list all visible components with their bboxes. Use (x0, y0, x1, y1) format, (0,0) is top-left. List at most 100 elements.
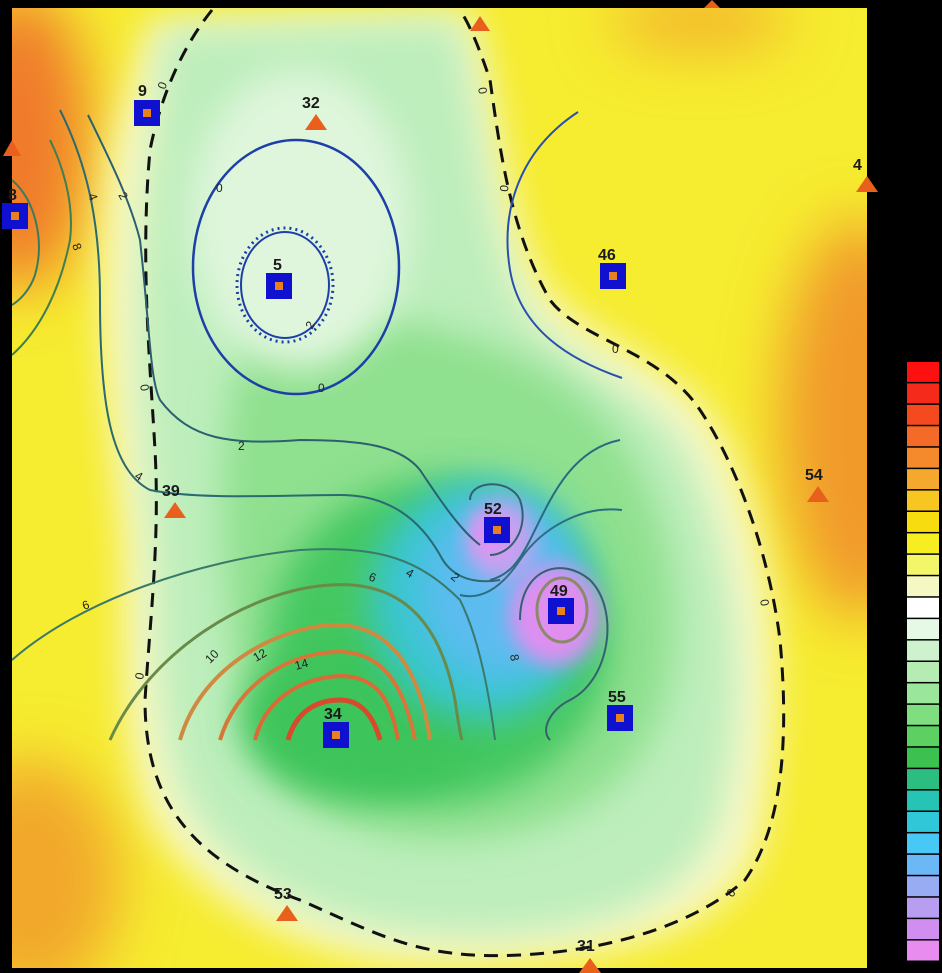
contour-labels: 0 0 0 0 0 0 0 0 0 0 2 2 2 2 4 4 4 6 6 8 … (69, 80, 772, 900)
zero-contour-main (143, 9, 786, 958)
colorbar-swatch (907, 876, 939, 897)
contour-6-left (12, 548, 496, 741)
contour-12 (218, 649, 417, 741)
well-triangle[interactable]: 54 (805, 467, 829, 502)
contour-pink-49 (535, 576, 589, 644)
well-label: 54 (805, 467, 823, 484)
colorbar-swatch (907, 683, 939, 704)
well-label: 52 (484, 501, 502, 518)
well-label: 9 (138, 83, 147, 100)
contour-label: 0 (497, 184, 512, 192)
well-square[interactable]: 55 (607, 689, 633, 731)
contour-0-ring (191, 138, 401, 396)
contour-label: 0 (132, 671, 147, 680)
colorbar-swatch (907, 426, 939, 447)
well-label: 55 (608, 689, 626, 706)
colorbar-swatch (907, 512, 939, 532)
well-label: 31 (577, 938, 595, 955)
colorbar-swatch (907, 533, 939, 554)
contour-10 (178, 622, 432, 741)
contour-label: 12 (251, 646, 270, 665)
colorbar-swatch (907, 576, 939, 597)
contour-label: 0 (318, 381, 325, 395)
square-wells: 9 8 5 46 52 49 55 34 (2, 83, 633, 748)
well-square[interactable]: 34 (323, 706, 349, 748)
well-triangle[interactable]: 32 (302, 95, 327, 130)
contour-16 (285, 697, 383, 741)
contour-label: 6 (367, 570, 378, 586)
contour-label: 0 (612, 342, 619, 356)
well-label: 53 (274, 886, 292, 903)
contour-label: 8 (507, 653, 522, 662)
contour-label: 0 (757, 598, 772, 607)
contour-label: 4 (85, 191, 101, 202)
colorbar-swatch (907, 833, 939, 854)
contour-label: 2 (238, 439, 245, 453)
well-triangle[interactable]: 53 (274, 886, 298, 921)
well-label: 5 (273, 257, 282, 274)
colorbar-swatch (907, 897, 939, 918)
colorbar-swatch (907, 662, 939, 682)
contour-8-lower (108, 583, 464, 741)
contour-right-2 (489, 439, 621, 581)
colorbar-swatch (907, 447, 939, 468)
colorbar-swatch (907, 597, 939, 618)
well-triangle[interactable]: 31 (577, 938, 601, 973)
colorbar-swatch (907, 383, 939, 404)
contour-label: 8 (69, 241, 85, 252)
colorbar-swatch (907, 812, 939, 832)
well-triangle-edge (3, 140, 21, 156)
contour-4-west (59, 109, 501, 583)
contour-8-left (12, 139, 72, 356)
well-square[interactable]: 9 (134, 83, 160, 126)
contour-around-49 (519, 567, 609, 741)
well-triangle-edge (470, 16, 490, 31)
well-label: 8 (8, 187, 17, 204)
colorbar-swatch (907, 790, 939, 811)
colorbar-swatch (907, 854, 939, 875)
colorbar-swatch (907, 469, 939, 490)
well-square[interactable]: 8 (2, 187, 28, 229)
colorbar-swatch (907, 704, 939, 725)
contour-label: 0 (137, 383, 152, 392)
well-triangle-edge (704, 0, 720, 8)
colorbar-swatch (907, 619, 939, 640)
colorbar-swatch (907, 747, 939, 768)
contour-minus-ring (235, 226, 335, 344)
colorbar-swatch (907, 919, 939, 940)
well-label: 49 (550, 583, 568, 600)
contour-label: 0 (155, 80, 171, 91)
contour-label: 0 (475, 86, 490, 95)
contour-2-west (87, 114, 481, 546)
well-label: 32 (302, 95, 320, 112)
well-label: 46 (598, 247, 616, 264)
contour-east-0 (506, 111, 623, 379)
colorbar-swatch (907, 554, 939, 575)
colorbar-swatch (907, 940, 939, 961)
colorbar (907, 362, 939, 961)
colorbar-swatch (907, 490, 939, 511)
well-square[interactable]: 49 (548, 583, 574, 624)
well-square[interactable]: 5 (266, 257, 292, 299)
contour-6-top-left (12, 179, 40, 306)
well-label: 34 (324, 706, 342, 723)
well-label: 4 (853, 157, 862, 174)
colorbar-swatch (907, 726, 939, 747)
colorbar-swatch (907, 640, 939, 661)
contour-14 (253, 673, 400, 741)
contour-right-4 (459, 508, 623, 598)
colorbar-swatch (907, 362, 939, 382)
well-square[interactable]: 46 (598, 247, 626, 289)
contour-label: 6 (80, 597, 91, 613)
contour-lines (12, 9, 786, 958)
colorbar-swatch (907, 769, 939, 790)
contour-label: 0 (216, 181, 223, 195)
colorbar-swatch (907, 404, 939, 425)
well-triangle[interactable]: 39 (162, 483, 186, 518)
well-triangle[interactable]: 4 (853, 157, 878, 192)
contour-label: 14 (293, 656, 310, 673)
triangle-wells: 32 4 54 39 53 31 (3, 0, 878, 973)
well-square[interactable]: 52 (484, 501, 510, 543)
